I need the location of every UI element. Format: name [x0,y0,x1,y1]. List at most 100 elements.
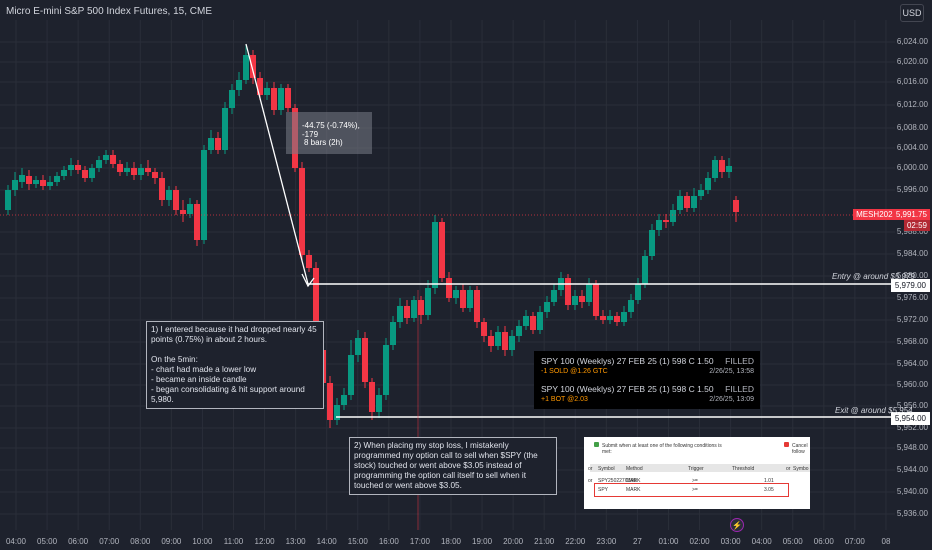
price-tick-label: 6,008.00 [896,123,928,132]
price-tick-label: 5,968.00 [896,337,928,346]
candle-body [460,290,466,308]
candle-body [621,312,627,322]
trade-row: SPY 100 (Weeklys) 27 FEB 25 (1) 598 C 1.… [541,384,754,403]
arrow-head-icon [301,273,315,288]
candle-body [362,338,368,382]
candle-body [432,222,438,288]
time-tick-label: 01:00 [658,537,679,546]
candle-body [404,306,410,318]
row-symbol[interactable]: SPY250227C598 [598,478,637,484]
trade-status: FILLED [725,384,754,394]
time-tick-label: 27 [632,537,642,546]
row-trigger[interactable]: >= [692,478,698,484]
measure-bars: 8 bars (2h) [304,138,343,147]
row-threshold[interactable]: 1.01 [764,478,774,484]
candle-body [264,88,270,95]
row-trigger[interactable]: >= [692,487,698,493]
price-tick-label: 5,940.00 [896,487,928,496]
highlight-box [594,483,789,497]
price-tick-label: 6,020.00 [896,57,928,66]
candle-body [124,168,130,172]
candle-body [537,312,543,330]
candle-body [348,355,354,395]
candle-body [614,316,620,322]
candle-body [180,210,186,214]
row-method[interactable]: MARK [626,487,641,493]
candle-body [439,222,445,278]
col-method: Method [626,466,643,472]
time-tick-label: 21:00 [534,537,555,546]
conditions-header: Submit when at least one of the followin… [602,443,722,455]
price-tick-label: 5,972.00 [896,315,928,324]
cancel-icon [784,442,789,447]
row-method[interactable]: MARK [626,478,641,484]
candle-body [551,290,557,302]
candle-body [390,322,396,345]
candle-body [705,178,711,190]
candle-body [467,290,473,308]
candle-body [187,204,193,214]
candle-body [138,168,144,175]
candle-body [530,316,536,330]
lightning-icon[interactable]: ⚡ [730,518,744,532]
candle-body [278,88,284,110]
candle-body [229,90,235,108]
exit-price-tag: 5,954.00 [890,412,930,425]
col-threshold: Threshold [732,466,755,472]
candle-body [719,160,725,172]
candle-body [586,284,592,302]
candle-body [663,220,669,222]
candle-body [40,180,46,186]
candle-body [68,165,74,170]
time-tick-label: 16:00 [378,537,399,546]
time-tick-label: 07:00 [99,537,120,546]
note-stop-loss[interactable]: 2) When placing my stop loss, I mistaken… [349,437,557,495]
candle-body [208,138,214,150]
candle-body [306,255,312,268]
candle-body [677,196,683,210]
time-tick-label: 03:00 [720,537,741,546]
candle-body [411,300,417,318]
candle-body [635,284,641,300]
price-tick-label: 5,944.00 [896,465,928,474]
price-tick-label: 6,012.00 [896,100,928,109]
time-tick-label: 19:00 [472,537,493,546]
time-tick-label: 17:00 [409,537,430,546]
candle-body [271,88,277,110]
candle-body [131,168,137,175]
trade-row: SPY 100 (Weeklys) 27 FEB 25 (1) 598 C 1.… [541,356,754,375]
trade-time: 2/26/25, 13:09 [709,396,754,403]
candle-body [33,180,39,184]
candle-body [341,395,347,405]
candle-body [642,256,648,284]
note-entry-reason[interactable]: 1) I entered because it had dropped near… [146,321,324,409]
time-tick-label: 18:00 [440,537,461,546]
candle-body [117,164,123,172]
candle-body [54,176,60,182]
candle-body [334,405,340,420]
candle-body [96,160,102,168]
col-symbol: Symbol [598,466,615,472]
trade-fills-panel: SPY 100 (Weeklys) 27 FEB 25 (1) 598 C 1.… [534,351,760,409]
measure-change: -44.75 (-0.74%), -179 [302,121,360,139]
candle-body [327,383,333,420]
measure-tool[interactable]: -44.75 (-0.74%), -179 8 bars (2h) [286,112,372,154]
time-tick-label: 22:00 [565,537,586,546]
candle-body [145,168,151,172]
trade-action: +1 BOT @2.03 [541,396,588,403]
candle-body [313,268,319,350]
row-threshold[interactable]: 3.05 [764,487,774,493]
time-tick-label: 05:00 [782,537,803,546]
price-tick-label: 5,988.00 [896,227,928,236]
or-label: or [588,466,593,472]
candle-body [194,204,200,240]
time-tick-label: 15:00 [347,537,368,546]
candle-body [607,316,613,320]
candle-body [579,296,585,302]
candle-body [61,170,67,176]
candle-body [488,336,494,346]
row-symbol[interactable]: SPY [598,487,609,493]
candle-body [600,316,606,320]
candle-body [166,190,172,200]
currency-button[interactable]: USD [900,4,924,22]
